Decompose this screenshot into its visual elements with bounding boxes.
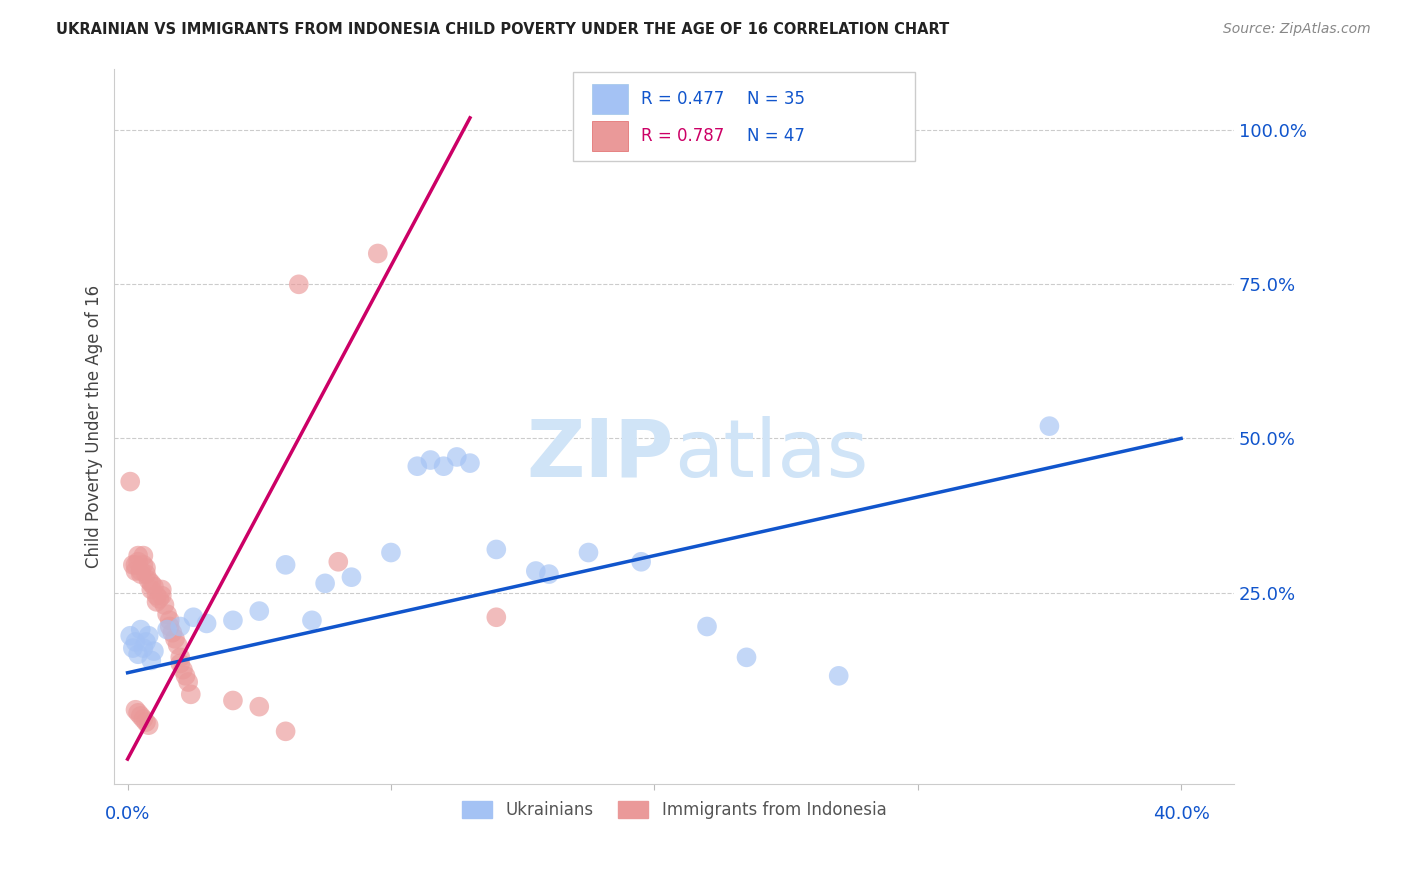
Immigrants from Indonesia xyxy=(159,613,181,627)
Text: 40.0%: 40.0% xyxy=(1153,805,1209,823)
Ukrainians xyxy=(485,542,508,557)
Ukrainians xyxy=(419,453,441,467)
Immigrants from Indonesia xyxy=(138,718,160,732)
Text: R = 0.477: R = 0.477 xyxy=(641,89,724,108)
Immigrants from Indonesia xyxy=(124,558,146,572)
Ukrainians xyxy=(124,635,146,649)
Immigrants from Indonesia xyxy=(138,574,160,588)
Immigrants from Indonesia xyxy=(135,561,157,575)
Ukrainians xyxy=(406,459,429,474)
Immigrants from Indonesia xyxy=(148,591,170,606)
Immigrants from Indonesia xyxy=(129,564,152,578)
Ukrainians xyxy=(578,545,600,559)
Ukrainians xyxy=(696,619,718,633)
FancyBboxPatch shape xyxy=(574,72,915,161)
Immigrants from Indonesia xyxy=(274,724,297,739)
Text: Source: ZipAtlas.com: Source: ZipAtlas.com xyxy=(1223,22,1371,37)
Ukrainians xyxy=(524,564,547,578)
Immigrants from Indonesia xyxy=(172,663,194,677)
Ukrainians xyxy=(247,604,270,618)
Immigrants from Indonesia xyxy=(145,589,167,603)
Ukrainians xyxy=(142,644,165,658)
Immigrants from Indonesia xyxy=(142,579,165,593)
Immigrants from Indonesia xyxy=(127,549,149,563)
Text: R = 0.787: R = 0.787 xyxy=(641,127,724,145)
Ukrainians xyxy=(433,459,456,474)
Ukrainians xyxy=(121,641,143,656)
Immigrants from Indonesia xyxy=(150,589,173,603)
Ukrainians xyxy=(735,650,758,665)
Immigrants from Indonesia xyxy=(141,582,163,597)
Immigrants from Indonesia xyxy=(135,715,157,730)
Ukrainians xyxy=(1038,419,1060,434)
Bar xyxy=(592,120,628,151)
Immigrants from Indonesia xyxy=(485,610,508,624)
Ukrainians xyxy=(132,641,155,656)
Ukrainians xyxy=(380,545,402,559)
Immigrants from Indonesia xyxy=(162,625,184,640)
Immigrants from Indonesia xyxy=(129,567,152,582)
Ukrainians xyxy=(138,629,160,643)
Immigrants from Indonesia xyxy=(166,638,188,652)
Ukrainians xyxy=(156,623,179,637)
Immigrants from Indonesia xyxy=(132,558,155,572)
Ukrainians xyxy=(195,616,218,631)
Text: UKRAINIAN VS IMMIGRANTS FROM INDONESIA CHILD POVERTY UNDER THE AGE OF 16 CORRELA: UKRAINIAN VS IMMIGRANTS FROM INDONESIA C… xyxy=(56,22,949,37)
Ukrainians xyxy=(129,623,152,637)
Immigrants from Indonesia xyxy=(150,582,173,597)
Ukrainians xyxy=(274,558,297,572)
Immigrants from Indonesia xyxy=(159,619,181,633)
Text: ZIP: ZIP xyxy=(527,416,673,494)
Ukrainians xyxy=(169,619,191,633)
Ukrainians xyxy=(141,653,163,667)
Immigrants from Indonesia xyxy=(132,549,155,563)
Immigrants from Indonesia xyxy=(174,669,197,683)
Text: N = 47: N = 47 xyxy=(747,127,804,145)
Immigrants from Indonesia xyxy=(135,567,157,582)
Y-axis label: Child Poverty Under the Age of 16: Child Poverty Under the Age of 16 xyxy=(86,285,103,567)
Ukrainians xyxy=(127,647,149,661)
Immigrants from Indonesia xyxy=(222,693,245,707)
Ukrainians xyxy=(301,613,323,627)
Legend: Ukrainians, Immigrants from Indonesia: Ukrainians, Immigrants from Indonesia xyxy=(456,794,893,825)
Immigrants from Indonesia xyxy=(328,555,350,569)
Ukrainians xyxy=(458,456,481,470)
Immigrants from Indonesia xyxy=(129,709,152,723)
Immigrants from Indonesia xyxy=(288,277,311,292)
Immigrants from Indonesia xyxy=(124,703,146,717)
Immigrants from Indonesia xyxy=(120,475,142,489)
Ukrainians xyxy=(135,635,157,649)
Ukrainians xyxy=(183,610,205,624)
Immigrants from Indonesia xyxy=(163,632,186,646)
Immigrants from Indonesia xyxy=(156,607,179,622)
Ukrainians xyxy=(222,613,245,627)
Text: N = 35: N = 35 xyxy=(747,89,804,108)
Ukrainians xyxy=(314,576,336,591)
Ukrainians xyxy=(446,450,468,464)
Immigrants from Indonesia xyxy=(180,687,202,701)
Immigrants from Indonesia xyxy=(127,706,149,720)
Immigrants from Indonesia xyxy=(367,246,389,260)
Text: atlas: atlas xyxy=(673,416,869,494)
Immigrants from Indonesia xyxy=(247,699,270,714)
Ukrainians xyxy=(340,570,363,584)
Immigrants from Indonesia xyxy=(169,650,191,665)
Bar xyxy=(592,84,628,113)
Immigrants from Indonesia xyxy=(124,564,146,578)
Immigrants from Indonesia xyxy=(141,576,163,591)
Immigrants from Indonesia xyxy=(132,712,155,726)
Immigrants from Indonesia xyxy=(169,657,191,671)
Immigrants from Indonesia xyxy=(145,595,167,609)
Immigrants from Indonesia xyxy=(121,558,143,572)
Text: 0.0%: 0.0% xyxy=(105,805,150,823)
Ukrainians xyxy=(537,567,560,582)
Ukrainians xyxy=(120,629,142,643)
Immigrants from Indonesia xyxy=(127,555,149,569)
Ukrainians xyxy=(828,669,851,683)
Immigrants from Indonesia xyxy=(177,675,200,690)
Immigrants from Indonesia xyxy=(153,598,176,612)
Ukrainians xyxy=(630,555,652,569)
